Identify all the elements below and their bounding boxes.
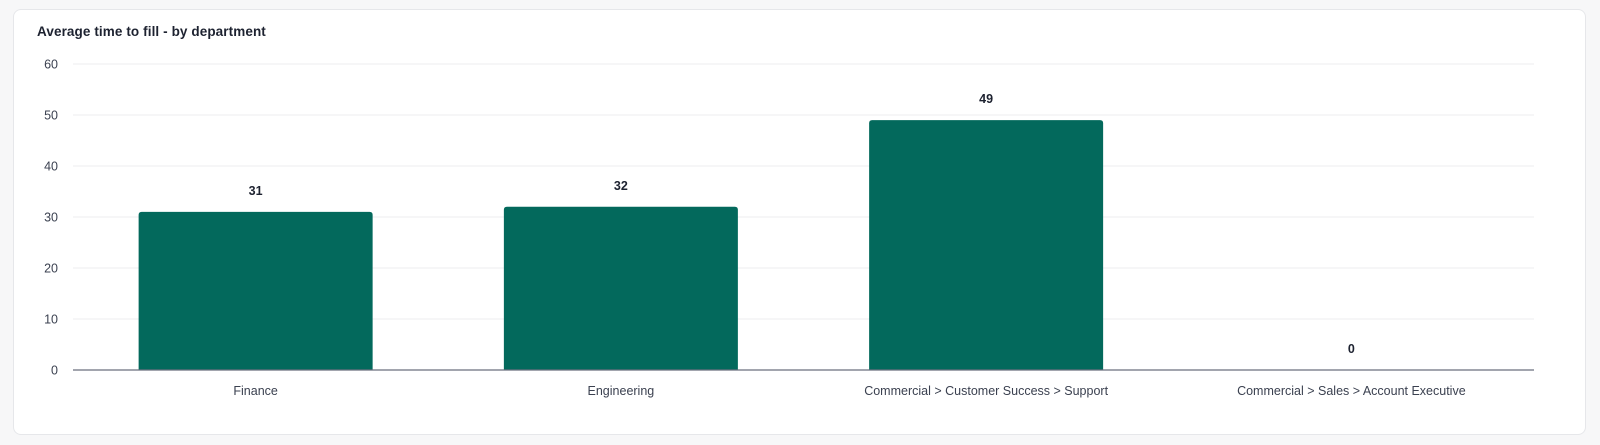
x-category-label: Engineering xyxy=(588,384,655,398)
y-tick-label: 20 xyxy=(44,262,58,276)
y-tick-label: 30 xyxy=(44,211,58,225)
x-category-label: Commercial > Sales > Account Executive xyxy=(1237,384,1466,398)
y-tick-label: 0 xyxy=(51,364,58,378)
y-tick-label: 10 xyxy=(44,313,58,327)
data-label-2: 32 xyxy=(614,179,628,193)
y-tick-label: 60 xyxy=(44,58,58,72)
bar-3 xyxy=(869,120,1104,370)
bar-1 xyxy=(138,211,373,370)
y-tick-label: 40 xyxy=(44,160,58,174)
data-label-3: 49 xyxy=(979,92,993,106)
x-category-label: Commercial > Customer Success > Support xyxy=(864,384,1108,398)
y-tick-label: 50 xyxy=(44,109,58,123)
bar-2 xyxy=(503,206,738,370)
data-label-1: 31 xyxy=(249,184,263,198)
chart-title: Average time to fill - by department xyxy=(37,24,266,39)
x-category-label: Finance xyxy=(233,384,278,398)
data-label-4: 0 xyxy=(1348,342,1355,356)
